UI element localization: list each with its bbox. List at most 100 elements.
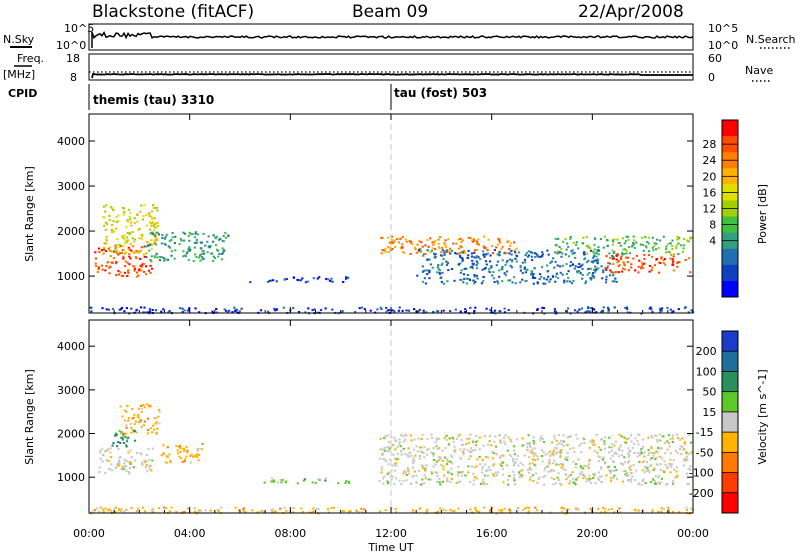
rti-cell — [394, 508, 397, 511]
rti-cell — [139, 306, 143, 309]
rti-cell — [672, 260, 675, 263]
rti-cell — [521, 509, 524, 512]
rti-cell — [459, 480, 462, 483]
rti-cell — [133, 217, 136, 220]
rti-cell — [488, 440, 491, 443]
rti-cell — [686, 483, 689, 485]
rti-cell — [510, 253, 513, 256]
rti-cell — [110, 223, 114, 226]
rti-cell — [212, 240, 215, 243]
rti-cell — [536, 281, 539, 284]
rti-cell — [556, 264, 559, 267]
rti-cell — [578, 308, 581, 311]
rti-cell — [133, 238, 136, 241]
rti-cell — [552, 454, 555, 457]
rti-cell — [657, 481, 660, 484]
rti-cell — [330, 507, 333, 509]
rti-cell — [630, 472, 633, 475]
rti-cell — [461, 470, 464, 473]
rti-cell — [526, 469, 530, 471]
rti-cell — [560, 248, 563, 250]
rti-cell — [133, 269, 136, 272]
rti-cell — [442, 480, 445, 483]
rti-cell — [413, 459, 416, 462]
rti-cell — [666, 506, 669, 509]
rti-cell — [450, 454, 453, 457]
cpid-label: CPID — [8, 87, 37, 100]
rti-cell — [532, 451, 535, 454]
rti-cell — [551, 274, 554, 277]
rti-cell — [435, 460, 438, 463]
rti-cell — [449, 471, 452, 474]
rti-cell — [624, 268, 627, 271]
rti-cell — [443, 456, 447, 459]
rti-cell — [530, 271, 533, 274]
rti-cell — [543, 469, 546, 472]
rti-cell — [603, 462, 607, 465]
rti-cell — [348, 482, 351, 484]
rti-cell — [566, 242, 569, 245]
rti-cell — [574, 256, 577, 259]
rti-cell — [449, 310, 452, 313]
rti-cell — [503, 307, 506, 310]
velocity-region-2 — [160, 442, 204, 464]
rti-cell — [548, 462, 551, 465]
rti-cell — [434, 239, 437, 242]
rti-cell — [175, 445, 178, 448]
rti-cell — [125, 508, 128, 511]
rti-cell — [676, 265, 679, 268]
rti-cell — [393, 436, 396, 439]
rti-cell — [120, 432, 123, 435]
rti-cell — [442, 468, 445, 471]
rti-cell — [651, 255, 654, 258]
rti-cell — [427, 478, 430, 481]
rti-cell — [269, 279, 272, 282]
rti-cell — [685, 459, 688, 462]
rti-cell — [488, 435, 491, 438]
rti-cell — [592, 261, 595, 264]
rti-cell — [530, 255, 533, 258]
rti-cell — [565, 310, 568, 313]
rti-cell — [141, 463, 144, 466]
rti-cell — [220, 258, 223, 261]
rti-cell — [690, 451, 693, 454]
rti-cell — [101, 307, 104, 310]
rti-cell — [150, 239, 153, 242]
rti-cell — [145, 464, 148, 466]
rti-cell — [165, 455, 168, 458]
rti-cell — [133, 413, 136, 416]
rti-cell — [109, 451, 112, 454]
rti-cell — [609, 471, 612, 474]
rti-cell — [192, 260, 195, 263]
rti-cell — [387, 481, 390, 484]
rti-cell — [562, 445, 565, 448]
rti-cell — [473, 466, 476, 469]
rti-cell — [270, 480, 273, 483]
rti-cell — [150, 255, 153, 258]
rti-cell — [619, 244, 622, 247]
rti-cell — [312, 510, 315, 513]
rti-cell — [470, 252, 473, 255]
rti-cell — [151, 309, 154, 311]
rti-cell — [569, 474, 572, 476]
rti-cell — [652, 249, 655, 252]
power-region-2 — [144, 231, 230, 263]
rti-cell — [441, 262, 444, 265]
rti-cell — [412, 457, 415, 460]
velocity-colorbar-label: Velocity [m s^-1] — [756, 369, 769, 464]
rti-cell — [111, 229, 114, 232]
rti-cell — [150, 260, 153, 263]
rti-cell — [275, 308, 278, 311]
rti-cell — [135, 431, 138, 434]
rti-cell — [183, 511, 186, 513]
rti-cell — [358, 510, 361, 513]
rti-cell — [449, 508, 452, 511]
rti-cell — [424, 467, 427, 470]
rti-cell — [498, 241, 502, 244]
rti-cell — [307, 307, 310, 310]
rti-cell — [104, 210, 107, 213]
rti-cell — [142, 253, 145, 256]
rti-cell — [683, 442, 686, 445]
rti-cell — [607, 308, 610, 311]
rti-cell — [496, 243, 499, 246]
